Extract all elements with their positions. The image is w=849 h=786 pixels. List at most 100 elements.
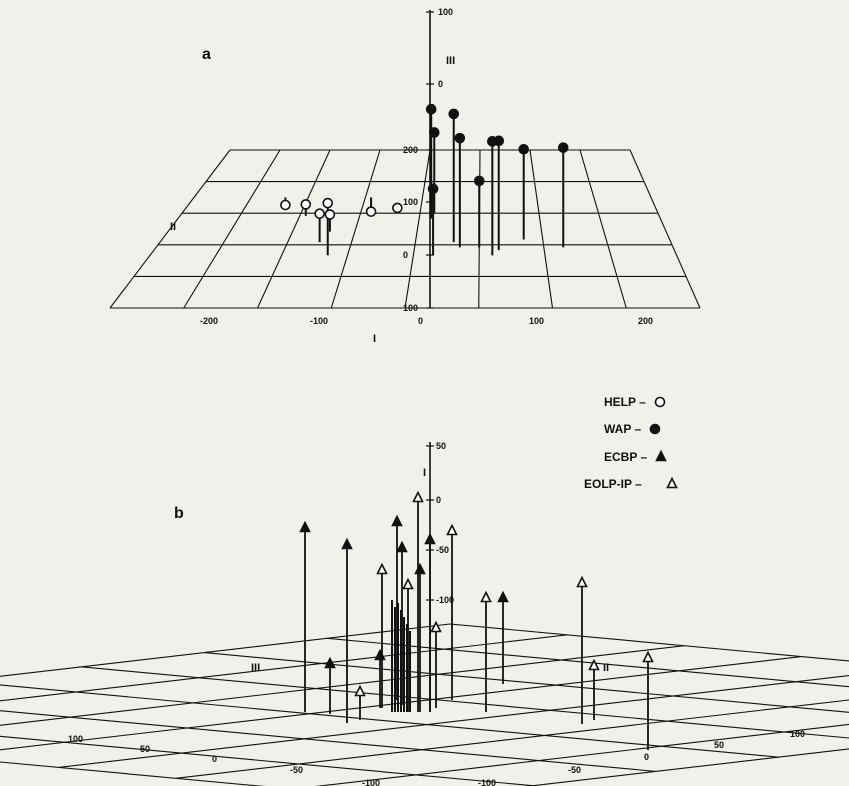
axis-label-i-b: I — [423, 467, 426, 479]
tick-label-b: -100 — [362, 778, 380, 786]
tick-label-b: 0 — [212, 754, 217, 764]
axis-label-iii-b: III — [251, 662, 260, 674]
wap-point-a — [425, 103, 437, 115]
wap-point-a — [493, 135, 505, 147]
panel-a-label: a — [202, 46, 211, 63]
ecbp-point-b — [497, 590, 509, 603]
eolp-ip-point-b — [480, 590, 492, 603]
grid-line-b — [0, 645, 685, 726]
tick-label-b: -50 — [436, 545, 449, 555]
tick-label-b: 100 — [68, 734, 83, 744]
tick-label-a: 0 — [403, 250, 408, 260]
tick-label-a: 100 — [438, 7, 453, 17]
grid-line-a — [529, 149, 554, 309]
grid-line-a — [257, 149, 331, 309]
wap-point-a — [518, 143, 530, 155]
grid-line-b — [81, 666, 849, 739]
tick-label-a: -100 — [310, 316, 328, 326]
tick-label-b: 0 — [644, 752, 649, 762]
tick-label-b: 100 — [790, 729, 805, 739]
tick-label-a: 100 — [529, 316, 544, 326]
wap-point-a — [428, 127, 440, 138]
eolp-ip-point-b — [576, 575, 588, 588]
grid-line-a — [629, 149, 701, 309]
axis-label-ii-b: II — [603, 662, 609, 674]
tick-label-b: 50 — [436, 441, 446, 451]
legend-label-wap: WAP – — [604, 422, 641, 436]
grid-line-b — [525, 748, 849, 786]
grid-line-b — [175, 699, 849, 779]
eolp-ip-point-b — [376, 562, 388, 575]
tick-label-a: -200 — [200, 316, 218, 326]
ecbp-point-b — [391, 514, 403, 527]
legend-label-help: HELP – — [604, 395, 646, 409]
ecbp-point-b — [324, 656, 336, 669]
eolp-ip-point-b — [588, 658, 600, 671]
legend-label-ecbp: ECBP – — [604, 450, 647, 464]
tick-label-a: 100 — [403, 303, 418, 313]
eolp-ip-point-b — [446, 523, 458, 536]
tick-label-b: -50 — [568, 765, 581, 775]
grid-line-b — [58, 674, 849, 768]
axis-label-i-a: I — [373, 333, 376, 345]
legend: HELP – WAP – ECBP – EOLP-IP – — [584, 395, 678, 491]
grid-line-b — [0, 634, 568, 702]
wap-point-a — [427, 183, 439, 195]
wap-point-a — [454, 132, 466, 144]
grid-line-b — [327, 637, 849, 688]
tick-label-a: 100 — [403, 197, 418, 207]
axis-label-iii-a: III — [446, 55, 455, 67]
legend-marker-1 — [649, 423, 661, 435]
grid-line-a — [330, 149, 381, 309]
eolp-ip-point-b — [642, 650, 654, 663]
grid-line-b — [315, 723, 849, 786]
tick-label-b: -50 — [290, 765, 303, 775]
eolp-ip-point-b — [354, 684, 366, 697]
grid-line-a — [579, 149, 627, 309]
grid-line-a — [404, 149, 431, 309]
tick-label-b: 0 — [436, 495, 441, 505]
eolp-ip-point-b — [430, 620, 442, 633]
legend-marker-0 — [654, 396, 666, 408]
grid-line-b — [0, 710, 656, 772]
tick-label-a: 0 — [438, 79, 443, 89]
ecbp-point-b — [299, 520, 311, 533]
grid-line-b — [0, 656, 802, 751]
tick-label-b: -100 — [478, 778, 496, 786]
ecbp-point-b — [396, 540, 408, 553]
tick-label-a: 200 — [638, 316, 653, 326]
grid-line-b — [449, 623, 849, 662]
grid-line-b — [204, 652, 849, 713]
help-point-a — [280, 199, 291, 211]
help-point-a — [324, 209, 336, 220]
ecbp-point-b — [374, 648, 386, 661]
help-point-a — [314, 208, 325, 219]
help-point-a — [322, 197, 334, 209]
eolp-ip-point-b — [402, 577, 414, 590]
grid-line-b — [0, 735, 533, 786]
tick-label-a: 0 — [418, 316, 423, 326]
grid-line-b — [0, 623, 451, 677]
tick-label-b: 50 — [714, 740, 724, 750]
grid-line-a — [109, 149, 231, 309]
tick-label-a: 200 — [403, 145, 418, 155]
help-point-a — [392, 202, 403, 214]
help-point-a — [365, 206, 377, 217]
ecbp-point-b — [414, 562, 426, 575]
eolp-ip-point-b — [412, 490, 424, 503]
legend-label-eolp-ip: EOLP-IP – — [584, 477, 642, 491]
grid-line-a — [183, 149, 281, 309]
legend-marker-2 — [655, 449, 667, 462]
tick-label-b: -100 — [436, 595, 454, 605]
axis-label-ii-a: II — [170, 221, 176, 233]
wap-point-a — [557, 142, 569, 153]
grid-line-b — [0, 684, 779, 758]
tick-label-b: 50 — [140, 744, 150, 754]
legend-marker-3 — [666, 476, 678, 489]
help-point-a — [300, 199, 312, 210]
panel-b-label: b — [174, 505, 184, 522]
wap-point-a — [448, 108, 460, 120]
